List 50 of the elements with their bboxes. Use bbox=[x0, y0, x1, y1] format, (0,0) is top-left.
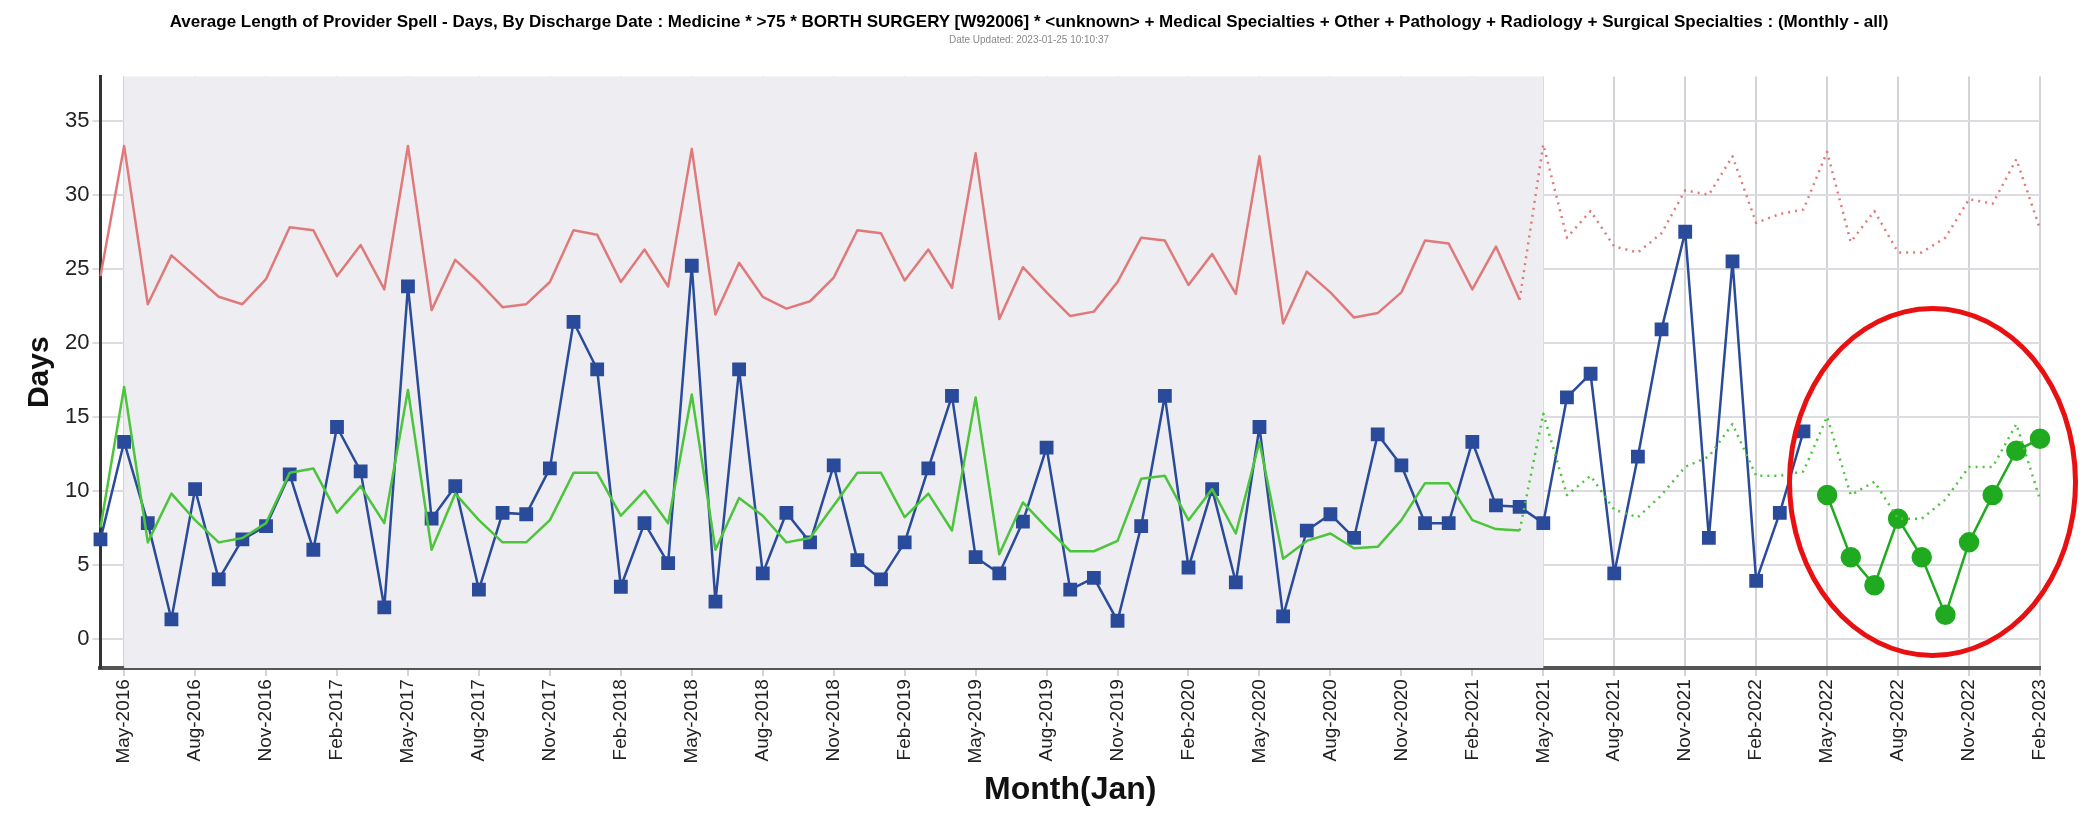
x-tick-label: Nov-2016 bbox=[254, 679, 276, 762]
point bbox=[1864, 575, 1885, 596]
x-tick-label: May-2021 bbox=[1531, 679, 1553, 764]
x-tick-label: Nov-2019 bbox=[1105, 679, 1127, 762]
y-tick-label: 15 bbox=[64, 402, 90, 428]
y-tick-label: 25 bbox=[64, 254, 90, 280]
point bbox=[1887, 508, 1909, 529]
point bbox=[1982, 484, 2003, 506]
x-tick-label: Feb-2017 bbox=[325, 679, 347, 761]
x-tick-label: May-2019 bbox=[963, 679, 985, 764]
y-tick-label: 30 bbox=[64, 180, 90, 206]
point bbox=[1840, 546, 1862, 568]
x-tick-label: May-2017 bbox=[396, 679, 418, 764]
point bbox=[1911, 546, 1932, 568]
x-tick-label: May-2018 bbox=[680, 679, 702, 764]
y-tick-label: 5 bbox=[77, 550, 90, 576]
x-tick-label: Aug-2021 bbox=[1602, 679, 1624, 762]
x-tick-label: Nov-2017 bbox=[538, 679, 560, 762]
y-tick-label: 20 bbox=[64, 328, 90, 354]
x-axis-title: Month(Jan) bbox=[984, 769, 1157, 806]
chart-subtitle: Date Updated: 2023-01-25 10:10:37 bbox=[948, 34, 1110, 46]
x-tick-label: Feb-2022 bbox=[1744, 679, 1766, 761]
x-tick-label: Aug-2016 bbox=[183, 679, 205, 762]
x-tick-label: May-2022 bbox=[1815, 679, 1837, 764]
x-tick-label: Feb-2023 bbox=[2028, 679, 2050, 761]
x-tick-label: Feb-2019 bbox=[892, 679, 914, 761]
x-tick-label: Aug-2020 bbox=[1318, 679, 1340, 762]
x-tick-label: May-2016 bbox=[112, 679, 134, 764]
chart-title: Average Length of Provider Spell - Days, By Discharge Date : Medicine * >75 * BORTH SURGERY [W92006] * <unknown> + Medical Specialties + Other + Pathology + Radiology + Surgical Specialties : (Monthly - all) bbox=[169, 11, 1889, 31]
x-tick-label: Feb-2020 bbox=[1176, 679, 1198, 761]
point bbox=[2029, 428, 2051, 450]
y-axis-title: Days bbox=[21, 336, 55, 409]
point bbox=[1958, 532, 1980, 553]
x-tick-label: Feb-2018 bbox=[609, 679, 631, 761]
x-tick-label: Aug-2017 bbox=[467, 679, 489, 762]
x-tick-label: Aug-2018 bbox=[750, 679, 772, 762]
point bbox=[1816, 484, 1838, 506]
point bbox=[2006, 440, 2027, 461]
x-tick-label: Nov-2022 bbox=[1957, 679, 1979, 762]
x-tick-label: Nov-2018 bbox=[821, 679, 843, 762]
x-tick-label: Nov-2020 bbox=[1389, 679, 1411, 762]
x-tick-label: Nov-2021 bbox=[1673, 679, 1695, 762]
y-tick-label: 10 bbox=[64, 476, 90, 502]
x-tick-label: Feb-2021 bbox=[1460, 679, 1482, 761]
x-tick-label: Aug-2022 bbox=[1886, 679, 1908, 762]
point bbox=[1935, 604, 1956, 626]
y-tick-label: 35 bbox=[64, 106, 90, 132]
x-tick-label: Aug-2019 bbox=[1034, 679, 1056, 762]
y-tick-label: 0 bbox=[77, 624, 90, 650]
x-tick-label: May-2020 bbox=[1247, 679, 1269, 764]
